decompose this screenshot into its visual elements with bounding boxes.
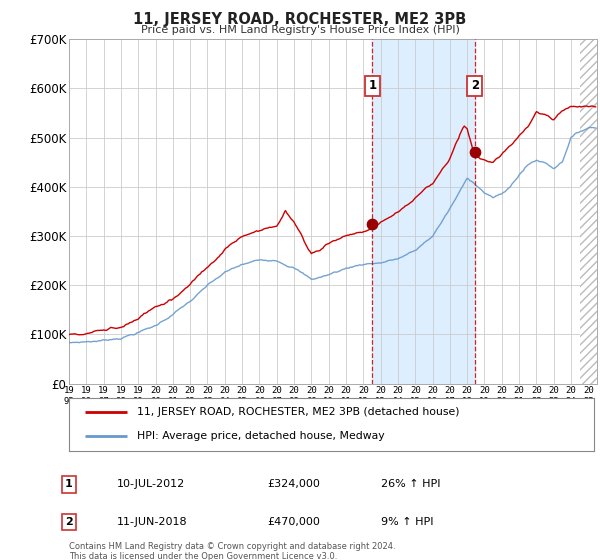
Text: 1: 1 xyxy=(65,479,73,489)
Text: 2: 2 xyxy=(65,517,73,527)
Text: £470,000: £470,000 xyxy=(267,517,320,527)
Text: 11, JERSEY ROAD, ROCHESTER, ME2 3PB: 11, JERSEY ROAD, ROCHESTER, ME2 3PB xyxy=(133,12,467,27)
Text: 1: 1 xyxy=(368,79,376,92)
Text: Price paid vs. HM Land Registry's House Price Index (HPI): Price paid vs. HM Land Registry's House … xyxy=(140,25,460,35)
Text: 10-JUL-2012: 10-JUL-2012 xyxy=(117,479,185,489)
Text: 9% ↑ HPI: 9% ↑ HPI xyxy=(381,517,433,527)
Bar xyxy=(580,39,597,384)
Text: 26% ↑ HPI: 26% ↑ HPI xyxy=(381,479,440,489)
Text: 2: 2 xyxy=(471,79,479,92)
Point xyxy=(470,148,479,157)
Text: Contains HM Land Registry data © Crown copyright and database right 2024.
This d: Contains HM Land Registry data © Crown c… xyxy=(69,542,395,560)
Bar xyxy=(372,39,475,384)
Point xyxy=(367,220,377,228)
Text: HPI: Average price, detached house, Medway: HPI: Average price, detached house, Medw… xyxy=(137,431,385,441)
Text: 11-JUN-2018: 11-JUN-2018 xyxy=(117,517,188,527)
Text: £324,000: £324,000 xyxy=(267,479,320,489)
Text: 11, JERSEY ROAD, ROCHESTER, ME2 3PB (detached house): 11, JERSEY ROAD, ROCHESTER, ME2 3PB (det… xyxy=(137,408,460,418)
